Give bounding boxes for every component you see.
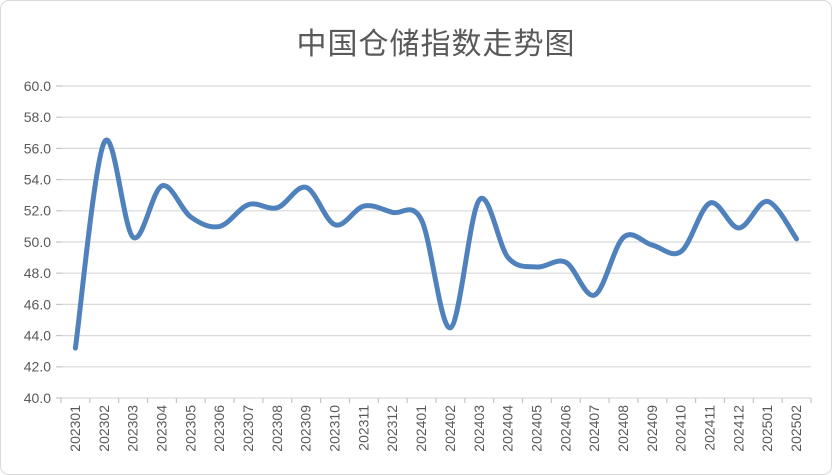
x-tick-label: 202310: [327, 405, 343, 452]
y-tick-label: 40.0: [24, 390, 51, 406]
y-tick-label: 58.0: [24, 109, 51, 125]
x-tick-label: 202404: [500, 405, 516, 452]
x-tick-label: 202409: [644, 405, 660, 452]
index-series-line: [72, 137, 800, 351]
y-axis-labels: 60.0 58.0 56.0 54.0 52.0 50.0 48.0 46.0 44.0 42.0…: [24, 78, 51, 406]
x-tick-label: 202501: [759, 405, 775, 452]
y-tick-label: 54.0: [24, 172, 51, 188]
y-tick-label: 44.0: [24, 328, 51, 344]
y-tick-label: 60.0: [24, 78, 51, 94]
x-tick-label: 202410: [673, 405, 689, 452]
x-tick-label: 202309: [298, 405, 314, 452]
x-tick-label: 202302: [96, 405, 112, 452]
x-tick-label: 202402: [442, 405, 458, 452]
x-tick-label: 202412: [730, 405, 746, 452]
x-tick-label: 202403: [471, 405, 487, 452]
x-tick-label: 202305: [182, 405, 198, 452]
x-tick-label: 202303: [125, 405, 141, 452]
x-tick-label: 202311: [355, 405, 371, 451]
x-tick-label: 202401: [413, 405, 429, 452]
y-tick-label: 50.0: [24, 234, 51, 250]
x-tick-label: 202405: [528, 405, 544, 452]
x-tick-label: 202411: [702, 405, 718, 451]
x-tick-label: 202301: [67, 405, 83, 452]
x-tick-label: 202407: [586, 405, 602, 452]
y-tick-label: 42.0: [24, 359, 51, 375]
x-tick-label: 202502: [788, 405, 804, 452]
chart-title: 中国仓储指数走势图: [297, 28, 576, 61]
x-tick-label: 202307: [240, 405, 256, 452]
y-tick-label: 56.0: [24, 140, 51, 156]
y-tick-label: 46.0: [24, 296, 51, 312]
y-tick-label: 52.0: [24, 203, 51, 219]
x-tick-label: 202308: [269, 405, 285, 452]
x-tick-label: 202408: [615, 405, 631, 452]
x-tick-label: 202304: [153, 405, 169, 452]
x-tick-label: 202406: [557, 405, 573, 452]
x-axis-labels: 202301 202302 202303 202304 202305 202306 2023…: [67, 405, 804, 452]
x-tick-label: 202306: [211, 405, 227, 452]
axis-ticks: [56, 85, 812, 403]
gridlines: [61, 85, 811, 399]
y-tick-label: 48.0: [24, 265, 51, 281]
x-tick-label: 202312: [384, 405, 400, 452]
